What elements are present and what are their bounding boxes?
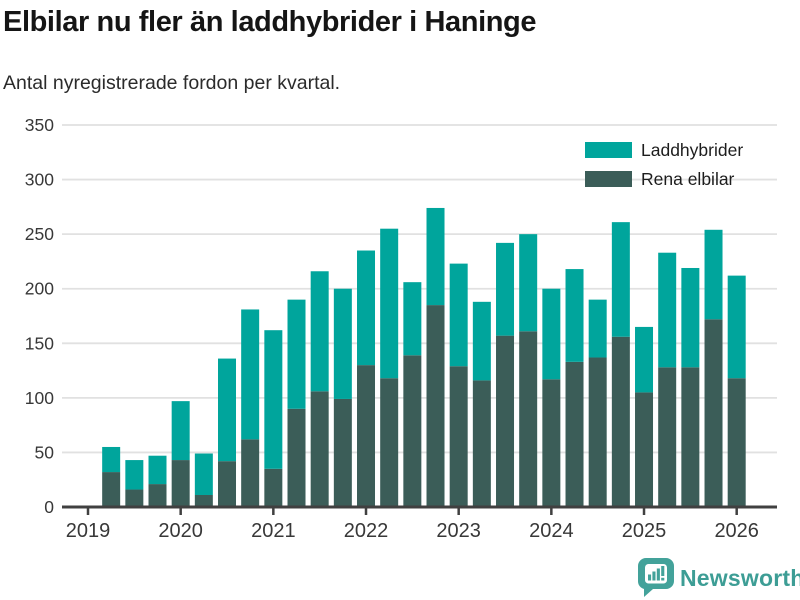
bar-segment-laddhybrider: [727, 275, 746, 379]
bar-segment-laddhybrider: [403, 282, 422, 356]
bar-segment-rena-elbilar: [333, 398, 352, 507]
bar-segment-rena-elbilar: [218, 461, 237, 507]
bar-segment-laddhybrider: [519, 234, 538, 332]
bar-segment-rena-elbilar: [287, 408, 306, 507]
bar-segment-rena-elbilar: [171, 460, 190, 507]
stacked-bar-chart: 0 50 100 150 200 250 300 350 2019 2020 2021 2022 202…: [25, 115, 777, 542]
bar-segment-laddhybrider: [241, 309, 260, 440]
bar-segment-rena-elbilar: [519, 331, 538, 507]
bar-segment-rena-elbilar: [125, 489, 144, 507]
bar-segment-rena-elbilar: [565, 361, 584, 507]
bar-segment-rena-elbilar: [611, 336, 630, 507]
bar-segment-laddhybrider: [357, 250, 376, 366]
y-tick-label: 100: [25, 388, 54, 408]
legend-swatch-laddhybrider: [585, 142, 632, 158]
x-tick-label: 2020: [158, 520, 203, 542]
y-tick-label: 150: [25, 333, 54, 353]
brand-name: Newsworthy: [680, 564, 800, 591]
bar-segment-laddhybrider: [681, 267, 700, 368]
bar-segment-rena-elbilar: [357, 365, 376, 507]
bar-segment-laddhybrider: [287, 299, 306, 409]
legend: Laddhybrider Rena elbilar: [585, 140, 743, 198]
bar-segment-laddhybrider: [449, 263, 468, 367]
newsworthy-logo-icon: [638, 558, 674, 597]
bar-segment-laddhybrider: [542, 288, 561, 380]
bar-segment-rena-elbilar: [403, 355, 422, 507]
bar-segment-rena-elbilar: [426, 305, 445, 507]
bar-segment-laddhybrider: [611, 222, 630, 337]
x-tick-label: 2023: [436, 520, 481, 542]
bar-segment-laddhybrider: [125, 460, 144, 490]
legend-item-laddhybrider: Laddhybrider: [585, 140, 743, 160]
bar-segment-rena-elbilar: [635, 392, 654, 507]
bar-segment-laddhybrider: [472, 301, 491, 381]
bar-segment-laddhybrider: [426, 207, 445, 306]
bar-segment-rena-elbilar: [496, 335, 515, 507]
bar-segment-laddhybrider: [264, 330, 283, 469]
bar-segment-laddhybrider: [310, 271, 329, 392]
brand-footer: Newsworthy: [638, 558, 800, 598]
legend-item-rena-elbilar: Rena elbilar: [585, 169, 743, 189]
bar-segment-rena-elbilar: [102, 472, 121, 507]
bar-segment-rena-elbilar: [194, 494, 213, 507]
x-tick-label: 2026: [714, 520, 759, 542]
logo-bar-tall: [656, 568, 660, 581]
bar-segment-rena-elbilar: [542, 379, 561, 507]
bar-segment-laddhybrider: [333, 288, 352, 399]
bar-segment-laddhybrider: [496, 242, 515, 336]
bar-segment-rena-elbilar: [588, 357, 607, 507]
y-tick-label: 250: [25, 224, 54, 244]
bar-segment-laddhybrider: [658, 252, 677, 368]
x-tick-label: 2021: [251, 520, 296, 542]
bar-segment-laddhybrider: [218, 358, 237, 462]
x-tick-label: 2024: [529, 520, 574, 542]
bar-segment-rena-elbilar: [704, 319, 723, 507]
bar-segment-rena-elbilar: [310, 391, 329, 507]
legend-swatch-rena-elbilar: [585, 171, 632, 187]
y-tick-label: 300: [25, 170, 54, 190]
chart-subtitle: Antal nyregistrerade fordon per kvartal.: [3, 72, 341, 94]
bar-segment-rena-elbilar: [241, 439, 260, 507]
logo-exclamation-bar: [661, 566, 665, 576]
x-tick-label: 2025: [622, 520, 667, 542]
x-tick-label: 2019: [66, 520, 111, 542]
bar-segment-laddhybrider: [102, 446, 121, 473]
bar-segment-laddhybrider: [635, 326, 654, 393]
y-tick-label: 350: [25, 115, 54, 135]
bar-segment-laddhybrider: [588, 299, 607, 358]
y-tick-label: 200: [25, 279, 54, 299]
bar-segment-rena-elbilar: [681, 367, 700, 507]
x-tick-label: 2022: [344, 520, 389, 542]
bar-segment-laddhybrider: [704, 229, 723, 320]
bar-segment-rena-elbilar: [380, 378, 399, 507]
bar-segment-rena-elbilar: [727, 378, 746, 507]
bar-segment-laddhybrider: [194, 453, 213, 495]
logo-bar-short: [648, 574, 652, 581]
legend-label: Laddhybrider: [641, 139, 744, 160]
logo-exclamation-dot: [661, 577, 665, 581]
logo-bar-medium: [652, 571, 656, 581]
y-tick-label: 50: [35, 442, 55, 462]
chart-title: Elbilar nu fler än laddhybrider i Haning…: [3, 6, 537, 38]
y-tick-label: 0: [44, 497, 54, 517]
bar-segment-rena-elbilar: [472, 380, 491, 507]
bar-segment-rena-elbilar: [449, 366, 468, 507]
bar-segment-laddhybrider: [171, 401, 190, 461]
legend-label: Rena elbilar: [641, 168, 735, 189]
bar-segment-rena-elbilar: [148, 484, 167, 507]
bar-segment-rena-elbilar: [264, 468, 283, 507]
chart-area: 0 50 100 150 200 250 300 350 2019 2020 2021 2022 202…: [0, 110, 800, 555]
bar-segment-laddhybrider: [565, 269, 584, 362]
bar-segment-laddhybrider: [380, 228, 399, 379]
bar-segment-rena-elbilar: [658, 367, 677, 507]
bar-segment-laddhybrider: [148, 455, 167, 485]
